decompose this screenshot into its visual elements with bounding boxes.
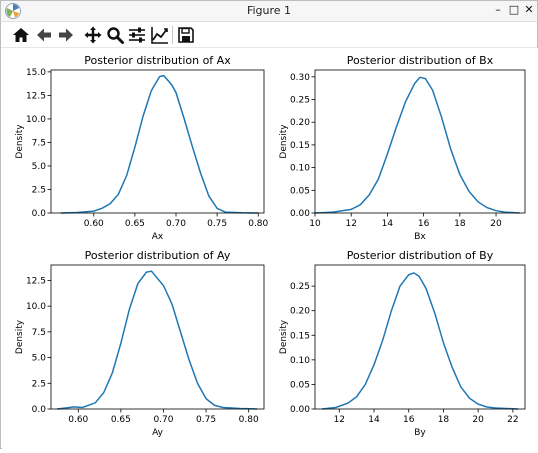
move-icon xyxy=(84,26,102,44)
y-tick-label: 0.15 xyxy=(290,141,310,151)
y-tick-label: 7.5 xyxy=(32,328,46,338)
x-tick-label: 16 xyxy=(403,415,415,425)
x-axis-label: Bx xyxy=(414,232,426,242)
y-axis-label: Density xyxy=(15,124,25,159)
y-tick-label: 0.20 xyxy=(290,118,310,128)
y-axis-label: Density xyxy=(279,124,289,159)
window-title: Figure 1 xyxy=(246,4,292,17)
y-axis-label: Density xyxy=(15,319,25,354)
y-tick-label: 0.05 xyxy=(290,186,310,196)
y-tick-label: 10.0 xyxy=(26,115,46,125)
pan-button[interactable] xyxy=(83,25,103,45)
subplot-by: Posterior distribution of By 12 14 16 18 20 22… xyxy=(279,249,526,438)
y-tick-label: 0.25 xyxy=(290,282,310,292)
density-curve xyxy=(60,74,259,214)
x-tick-label: 12 xyxy=(345,219,356,229)
subplot-title: Posterior distribution of Ay xyxy=(85,249,231,262)
save-button[interactable] xyxy=(176,25,196,45)
x-tick-label: 0.80 xyxy=(239,415,259,425)
x-tick-label: 0.60 xyxy=(68,415,88,425)
y-tick-label: 0.30 xyxy=(290,73,310,83)
axes-frame xyxy=(314,69,526,214)
zoom-button[interactable] xyxy=(105,25,125,45)
home-button[interactable] xyxy=(11,25,31,45)
x-tick-label: 20 xyxy=(472,415,484,425)
x-axis-label: Ax xyxy=(152,232,164,242)
x-tick-label: 12 xyxy=(334,415,345,425)
subplots-button[interactable] xyxy=(127,25,147,45)
home-icon xyxy=(13,28,29,42)
line-chart-icon xyxy=(151,27,168,44)
y-tick-label: 5.0 xyxy=(32,354,47,364)
title-bar: Figure 1 – □ ✕ xyxy=(1,1,537,22)
magnifier-icon xyxy=(107,27,124,44)
y-tick-label: 0.00 xyxy=(290,209,310,219)
back-button[interactable] xyxy=(34,25,54,45)
density-curve xyxy=(314,76,520,214)
forward-button[interactable] xyxy=(56,25,76,45)
y-tick-label: 0.10 xyxy=(290,356,310,366)
y-tick-label: 5.0 xyxy=(32,162,47,172)
sliders-icon xyxy=(129,27,145,43)
toolbar-separator xyxy=(172,26,173,44)
arrow-left-icon xyxy=(37,28,51,42)
y-tick-label: 10.0 xyxy=(26,302,46,312)
y-axis-label: Density xyxy=(279,319,289,354)
x-tick-label: 0.70 xyxy=(153,415,173,425)
x-tick-label: 0.75 xyxy=(207,219,227,229)
axes-frame xyxy=(50,264,265,410)
y-tick-label: 0.05 xyxy=(290,380,310,390)
figure-plot-area: Posterior distribution of Ax 0.60 0.65 0.70… xyxy=(15,54,526,438)
subplot-ax: Posterior distribution of Ax 0.60 0.65 0.70… xyxy=(15,54,269,242)
subplot-title: Posterior distribution of Ax xyxy=(84,54,231,67)
density-curve xyxy=(56,270,258,410)
arrow-right-icon xyxy=(59,28,73,42)
axes-frame xyxy=(50,69,265,214)
x-axis-label: By xyxy=(414,428,426,438)
density-curve xyxy=(321,272,519,410)
subplot-bx: Posterior distribution of Bx 10 12 14 16 18 20… xyxy=(279,54,526,242)
x-tick-label: 22 xyxy=(507,415,518,425)
y-tick-label: 0.0 xyxy=(32,405,47,415)
x-tick-label: 0.60 xyxy=(84,219,104,229)
y-tick-label: 2.5 xyxy=(32,379,46,389)
y-tick-label: 0.25 xyxy=(290,96,310,106)
minimize-button[interactable]: – xyxy=(495,3,501,16)
x-tick-label: 18 xyxy=(454,219,466,229)
subplot-title: Posterior distribution of Bx xyxy=(347,54,494,67)
y-tick-label: 12.5 xyxy=(26,91,46,101)
edit-axes-button[interactable] xyxy=(150,25,170,45)
floppy-icon xyxy=(178,27,194,43)
subplot-title: Posterior distribution of By xyxy=(347,249,494,262)
x-tick-label: 0.65 xyxy=(125,219,145,229)
y-tick-label: 15.0 xyxy=(26,68,46,78)
figure-canvas[interactable]: Posterior distribution of Ax 0.60 0.65 0.70… xyxy=(2,48,538,449)
maximize-button[interactable]: □ xyxy=(508,3,520,16)
x-tick-label: 18 xyxy=(438,415,450,425)
y-tick-label: 7.5 xyxy=(32,138,46,148)
x-tick-label: 20 xyxy=(490,219,502,229)
x-tick-label: 14 xyxy=(368,415,380,425)
y-tick-label: 0.0 xyxy=(32,209,47,219)
matplotlib-logo-icon xyxy=(5,3,21,19)
x-tick-label: 14 xyxy=(382,219,394,229)
x-tick-label: 0.75 xyxy=(196,415,216,425)
y-tick-label: 0.00 xyxy=(290,405,310,415)
x-tick-label: 0.80 xyxy=(248,219,268,229)
x-tick-label: 0.70 xyxy=(166,219,186,229)
y-tick-label: 0.20 xyxy=(290,307,310,317)
y-tick-label: 0.15 xyxy=(290,331,310,341)
x-tick-label: 10 xyxy=(309,219,321,229)
y-tick-label: 12.5 xyxy=(26,276,46,286)
subplot-ay: Posterior distribution of Ay 0.60 0.65 0.70… xyxy=(15,249,265,438)
y-tick-label: 0.10 xyxy=(290,164,310,174)
navigation-toolbar xyxy=(1,22,537,48)
x-tick-label: 16 xyxy=(418,219,430,229)
axes-frame xyxy=(314,264,526,410)
x-tick-label: 0.65 xyxy=(111,415,131,425)
x-axis-label: Ay xyxy=(152,428,164,438)
y-tick-label: 2.5 xyxy=(32,185,46,195)
close-button[interactable]: ✕ xyxy=(524,3,534,16)
